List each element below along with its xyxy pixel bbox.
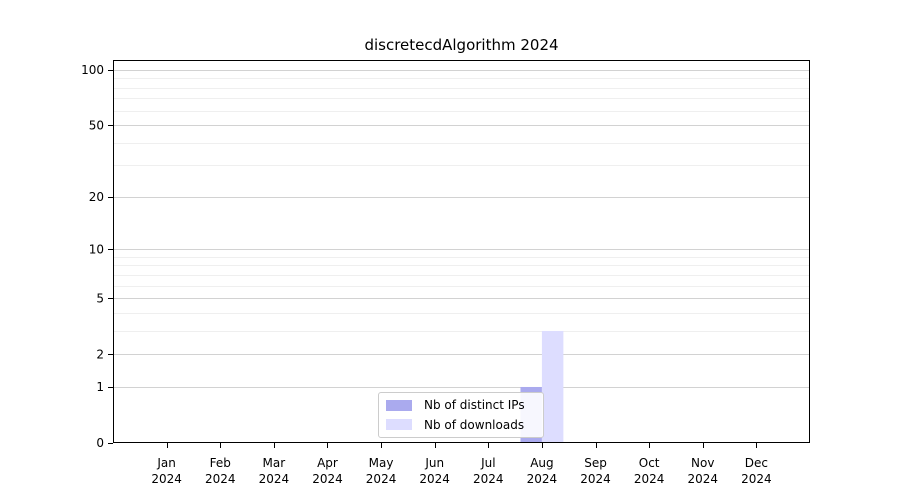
legend: Nb of distinct IPs Nb of downloads bbox=[378, 392, 544, 438]
legend-item-distinct-ips: Nb of distinct IPs bbox=[386, 396, 537, 415]
x-axis-tick-label: Jun 2024 bbox=[419, 456, 450, 486]
y-axis-tick-label: 2 bbox=[96, 347, 104, 361]
x-axis-tick-label: Feb 2024 bbox=[205, 456, 236, 486]
legend-swatch-distinct-ips bbox=[386, 399, 412, 411]
y-axis-tick-label: 20 bbox=[89, 190, 104, 204]
x-axis-tick-label: Mar 2024 bbox=[259, 456, 290, 486]
legend-label-distinct-ips: Nb of distinct IPs bbox=[424, 398, 525, 413]
y-axis-tick-label: 1 bbox=[96, 380, 104, 394]
legend-label-downloads: Nb of downloads bbox=[424, 417, 525, 432]
legend-item-downloads: Nb of downloads bbox=[386, 415, 537, 434]
x-axis-tick-label: Sep 2024 bbox=[580, 456, 611, 486]
x-axis-tick-label: Jul 2024 bbox=[473, 456, 504, 486]
chart-title: discretecdAlgorithm 2024 bbox=[364, 36, 559, 54]
bar-downloads bbox=[541, 330, 564, 443]
legend-swatch-downloads bbox=[386, 419, 412, 431]
x-axis-tick-label: Jan 2024 bbox=[151, 456, 182, 486]
y-axis-tick-label: 100 bbox=[81, 63, 104, 77]
x-axis-tick-label: May 2024 bbox=[366, 456, 397, 486]
y-axis-tick-label: 0 bbox=[96, 436, 104, 450]
x-axis-tick-label: Aug 2024 bbox=[527, 456, 558, 486]
y-axis-tick-label: 10 bbox=[89, 242, 104, 256]
plot-frame bbox=[113, 60, 810, 443]
x-axis-tick-label: Apr 2024 bbox=[312, 456, 343, 486]
y-axis-tick-label: 5 bbox=[96, 291, 104, 305]
x-axis-tick-label: Nov 2024 bbox=[687, 456, 718, 486]
x-axis-tick-label: Oct 2024 bbox=[634, 456, 665, 486]
x-axis-tick-label: Dec 2024 bbox=[741, 456, 772, 486]
y-axis-tick-label: 50 bbox=[89, 118, 104, 132]
